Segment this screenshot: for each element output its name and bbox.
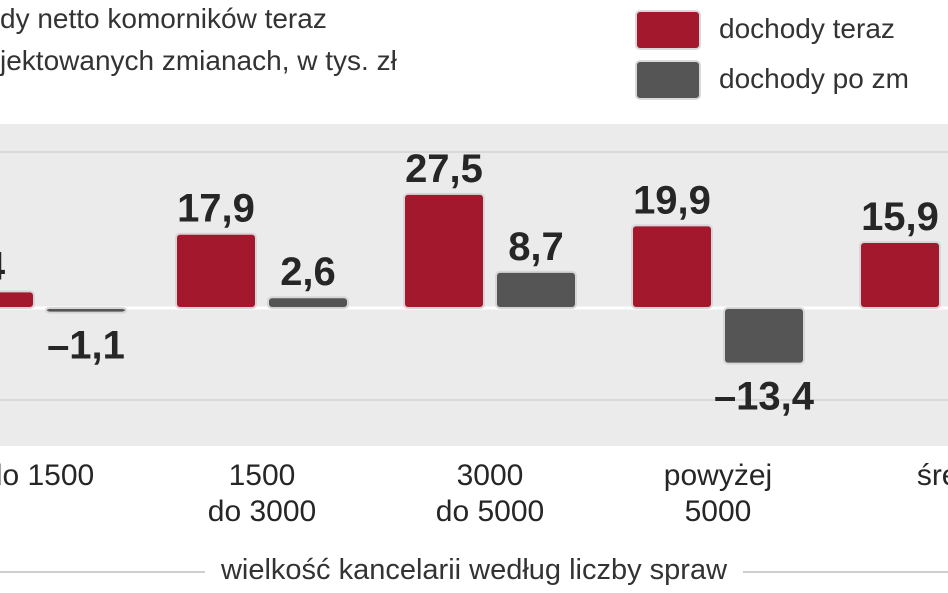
legend-label-dochody-teraz: dochody teraz (719, 13, 895, 44)
category-label: 5000 (685, 495, 752, 528)
x-axis-label: wielkość kancelarii według liczby spraw (204, 554, 744, 586)
legend-label-dochody-po-zmianach: dochody po zm (719, 63, 909, 94)
bar-po-zmianach (45, 307, 127, 314)
data-label: 2,6 (280, 250, 336, 294)
legend-swatch-dochody-po-zmianach (635, 60, 701, 100)
bar-teraz (403, 192, 485, 309)
category-label: do 1500 (0, 459, 94, 492)
bar-teraz (631, 224, 713, 309)
chart-title-line-2: jektowanych zmianach, w tys. zł (0, 45, 397, 76)
data-label: 27,5 (405, 147, 483, 191)
category-label: 1500 (229, 459, 296, 492)
category-label: do 5000 (436, 495, 544, 528)
legend-swatch-dochody-teraz (635, 10, 701, 50)
category-label: śred (917, 459, 948, 492)
data-label: –1,1 (47, 324, 125, 368)
bar-teraz (859, 241, 941, 309)
bar-po-zmianach (267, 296, 349, 309)
chart-title-line-1: dy netto komorników teraz (0, 3, 327, 34)
bar-teraz (175, 232, 257, 309)
bar-po-zmianach (495, 270, 577, 309)
data-label: 19,9 (633, 178, 711, 222)
bar-teraz (0, 290, 35, 309)
x-axis-caption: wielkość kancelarii według liczby spraw (0, 553, 948, 587)
data-label: –13,4 (714, 375, 815, 419)
data-label: 4 (0, 244, 6, 288)
data-label: 8,7 (508, 225, 564, 269)
data-label: 15,9 (861, 195, 939, 239)
category-label: powyżej (664, 459, 772, 492)
category-label: 3000 (457, 459, 524, 492)
data-label: 17,9 (177, 187, 255, 231)
category-label: do 3000 (208, 495, 316, 528)
bar-po-zmianach (723, 307, 805, 365)
